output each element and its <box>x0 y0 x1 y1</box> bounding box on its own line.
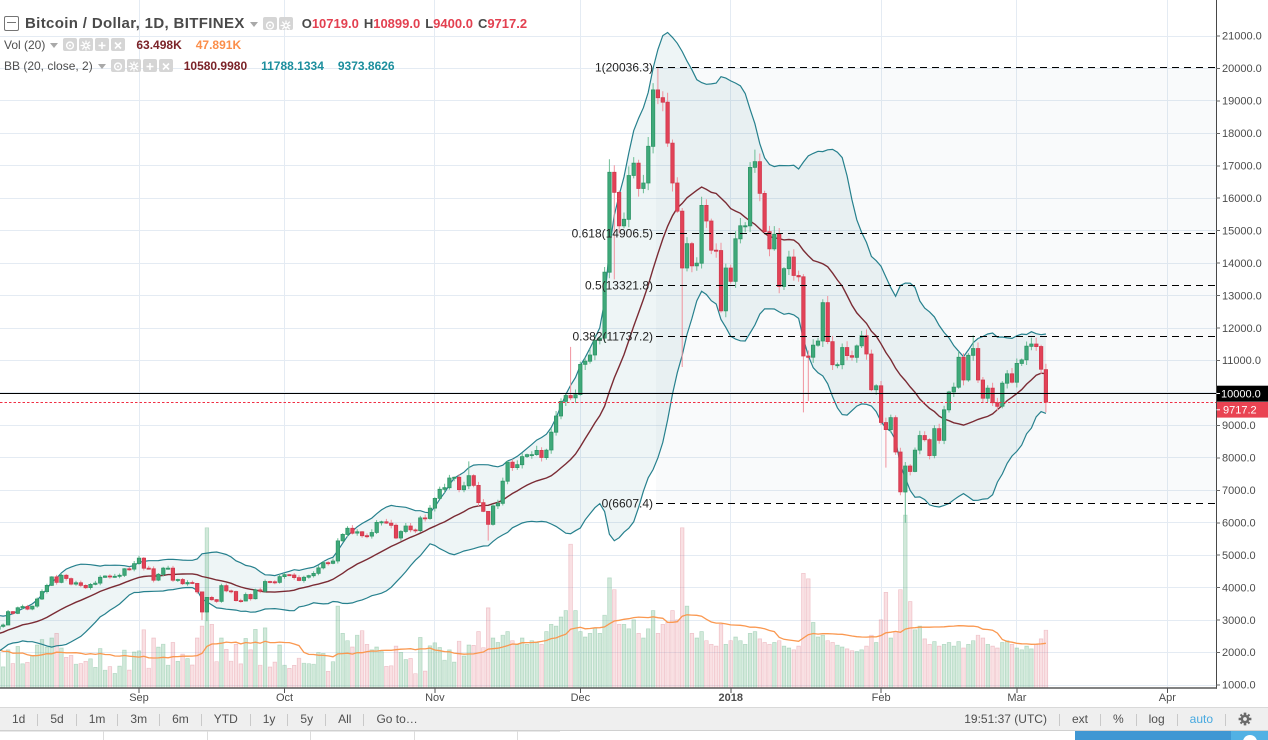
svg-text:20000.0: 20000.0 <box>1222 63 1262 75</box>
svg-text:15000.0: 15000.0 <box>1222 225 1262 237</box>
svg-text:Oct: Oct <box>276 692 293 704</box>
svg-text:7000.0: 7000.0 <box>1222 485 1256 497</box>
svg-text:14000.0: 14000.0 <box>1222 258 1262 270</box>
svg-text:0(6607.4): 0(6607.4) <box>602 497 653 511</box>
svg-text:Feb: Feb <box>872 692 891 704</box>
svg-text:Nov: Nov <box>425 692 445 704</box>
svg-text:18000.0: 18000.0 <box>1222 128 1262 140</box>
svg-text:1000.0: 1000.0 <box>1222 680 1256 692</box>
svg-text:4000.0: 4000.0 <box>1222 582 1256 594</box>
svg-text:9000.0: 9000.0 <box>1222 420 1256 432</box>
svg-text:0.5(13321.8): 0.5(13321.8) <box>585 279 653 293</box>
svg-text:16000.0: 16000.0 <box>1222 193 1262 205</box>
svg-text:Sep: Sep <box>129 692 149 704</box>
svg-text:0.382(11737.2): 0.382(11737.2) <box>572 330 653 344</box>
svg-text:11000.0: 11000.0 <box>1222 355 1261 367</box>
svg-text:3000.0: 3000.0 <box>1222 615 1256 627</box>
svg-text:10000.0: 10000.0 <box>1221 389 1261 401</box>
svg-text:9717.2: 9717.2 <box>1223 405 1257 417</box>
svg-text:0.618(14906.5): 0.618(14906.5) <box>572 227 653 241</box>
svg-text:Apr: Apr <box>1159 692 1176 704</box>
svg-text:6000.0: 6000.0 <box>1222 517 1256 529</box>
svg-text:12000.0: 12000.0 <box>1222 323 1262 335</box>
svg-text:21000.0: 21000.0 <box>1222 31 1262 43</box>
svg-text:1(20036.3): 1(20036.3) <box>595 61 653 75</box>
svg-text:Dec: Dec <box>571 692 591 704</box>
svg-text:5000.0: 5000.0 <box>1222 550 1256 562</box>
svg-text:17000.0: 17000.0 <box>1222 161 1262 173</box>
svg-text:Mar: Mar <box>1007 692 1026 704</box>
svg-text:8000.0: 8000.0 <box>1222 453 1256 465</box>
svg-text:19000.0: 19000.0 <box>1222 96 1262 108</box>
svg-text:13000.0: 13000.0 <box>1222 290 1262 302</box>
svg-text:2000.0: 2000.0 <box>1222 647 1256 659</box>
svg-text:2018: 2018 <box>719 692 743 704</box>
